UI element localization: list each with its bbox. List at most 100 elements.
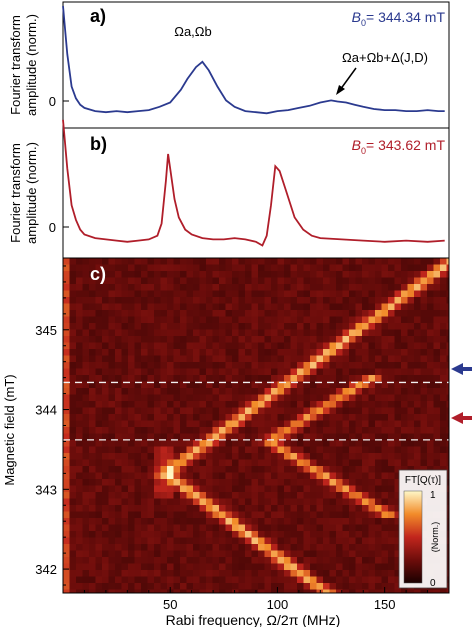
heatmap-cell bbox=[238, 440, 246, 447]
heatmap-cell bbox=[141, 414, 148, 421]
heatmap-cell bbox=[173, 576, 181, 584]
heatmap-cell bbox=[95, 427, 103, 434]
heatmap-cell bbox=[141, 316, 148, 324]
heatmap-cell bbox=[316, 414, 324, 421]
heatmap-cell bbox=[160, 284, 168, 291]
heatmap-cell bbox=[394, 349, 402, 356]
heatmap-cell bbox=[440, 336, 447, 343]
heatmap-cell bbox=[89, 297, 96, 304]
heatmap-cell bbox=[108, 336, 116, 343]
heatmap-cell bbox=[388, 479, 395, 486]
heatmap-cell bbox=[388, 472, 395, 480]
heatmap-cell bbox=[199, 505, 207, 512]
heatmap-cell bbox=[284, 329, 291, 337]
heatmap-cell bbox=[414, 264, 421, 272]
heatmap-cell bbox=[219, 479, 226, 486]
heatmap-cell bbox=[167, 375, 174, 382]
heatmap-cell bbox=[349, 401, 356, 408]
heatmap-cell bbox=[147, 544, 155, 551]
heatmap-cell bbox=[180, 583, 187, 590]
heatmap-cell bbox=[173, 349, 181, 356]
heatmap-cell bbox=[388, 550, 395, 558]
heatmap-cell bbox=[219, 381, 226, 389]
heatmap-cell bbox=[154, 511, 161, 519]
heatmap-cell bbox=[95, 589, 103, 593]
heatmap-cell bbox=[206, 479, 213, 486]
heatmap-cell bbox=[167, 570, 174, 577]
heatmap-cell bbox=[258, 342, 265, 350]
heatmap-cell bbox=[134, 505, 142, 512]
heatmap-cell bbox=[394, 492, 402, 499]
heatmap-cell bbox=[310, 544, 317, 551]
heatmap-cell bbox=[199, 537, 207, 545]
heatmap-cell bbox=[89, 433, 96, 441]
heatmap-cell bbox=[446, 271, 449, 278]
heatmap-cell bbox=[303, 570, 311, 577]
heatmap-cell bbox=[277, 407, 285, 415]
heatmap-cell bbox=[368, 511, 376, 519]
heatmap-cell bbox=[128, 531, 135, 538]
heatmap-cell bbox=[381, 537, 389, 545]
heatmap-cell bbox=[394, 557, 402, 564]
heatmap-cell bbox=[212, 407, 220, 415]
heatmap-cell bbox=[277, 459, 285, 467]
heatmap-cell bbox=[95, 563, 103, 571]
heatmap-cell bbox=[108, 316, 116, 324]
heatmap-cell bbox=[446, 290, 449, 298]
heatmap-cell bbox=[173, 381, 181, 389]
heatmap-cell bbox=[238, 479, 246, 486]
heatmap-cell bbox=[271, 258, 278, 265]
heatmap-cell bbox=[284, 427, 291, 434]
heatmap-cell bbox=[219, 368, 226, 376]
heatmap-cell bbox=[225, 427, 233, 434]
heatmap-cell bbox=[186, 557, 194, 564]
heatmap-cell bbox=[407, 342, 415, 350]
heatmap-cell bbox=[251, 472, 259, 480]
heatmap-cell bbox=[388, 303, 395, 311]
heatmap-cell bbox=[173, 258, 181, 265]
heatmap-cell bbox=[225, 472, 233, 480]
heatmap-cell bbox=[375, 407, 382, 415]
heatmap-cell bbox=[310, 531, 317, 538]
heatmap-cell bbox=[290, 472, 298, 480]
heatmap-cell bbox=[147, 518, 155, 525]
heatmap-cell bbox=[297, 388, 304, 395]
heatmap-cell bbox=[160, 550, 168, 558]
heatmap-cell bbox=[290, 342, 298, 350]
heatmap-cell bbox=[303, 479, 311, 486]
heatmap-cell bbox=[89, 505, 96, 512]
heatmap-cell bbox=[186, 485, 194, 493]
heatmap-cell bbox=[381, 290, 389, 298]
heatmap-cell bbox=[89, 368, 96, 376]
heatmap-cell bbox=[69, 531, 77, 538]
heatmap-cell bbox=[160, 472, 168, 480]
heatmap-cell bbox=[446, 303, 449, 311]
heatmap-cell bbox=[407, 440, 415, 447]
heatmap-cell bbox=[316, 420, 324, 428]
heatmap-cell bbox=[271, 427, 278, 434]
heatmap-cell bbox=[407, 349, 415, 356]
heatmap-cell bbox=[381, 433, 389, 441]
heatmap-cell bbox=[284, 544, 291, 551]
heatmap-cell bbox=[258, 440, 265, 447]
heatmap-cell bbox=[154, 381, 161, 389]
heatmap-cell bbox=[336, 544, 343, 551]
heatmap-cell bbox=[245, 485, 252, 493]
heatmap-cell bbox=[297, 492, 304, 499]
heatmap-cell bbox=[193, 407, 200, 415]
heatmap-cell bbox=[115, 368, 122, 376]
heatmap-cell bbox=[180, 544, 187, 551]
heatmap-cell bbox=[115, 375, 122, 382]
heatmap-cell bbox=[375, 440, 382, 447]
heatmap-cell bbox=[206, 284, 213, 291]
heatmap-cell bbox=[375, 453, 382, 460]
heatmap-cell bbox=[160, 336, 168, 343]
heatmap-cell bbox=[388, 557, 395, 564]
heatmap-cell bbox=[160, 531, 168, 538]
heatmap-cell bbox=[251, 420, 259, 428]
heatmap-cell bbox=[102, 355, 109, 363]
heatmap-cell bbox=[446, 407, 449, 415]
heatmap-cell bbox=[238, 544, 246, 551]
heatmap-cell bbox=[427, 440, 434, 447]
heatmap-cell bbox=[401, 336, 408, 343]
